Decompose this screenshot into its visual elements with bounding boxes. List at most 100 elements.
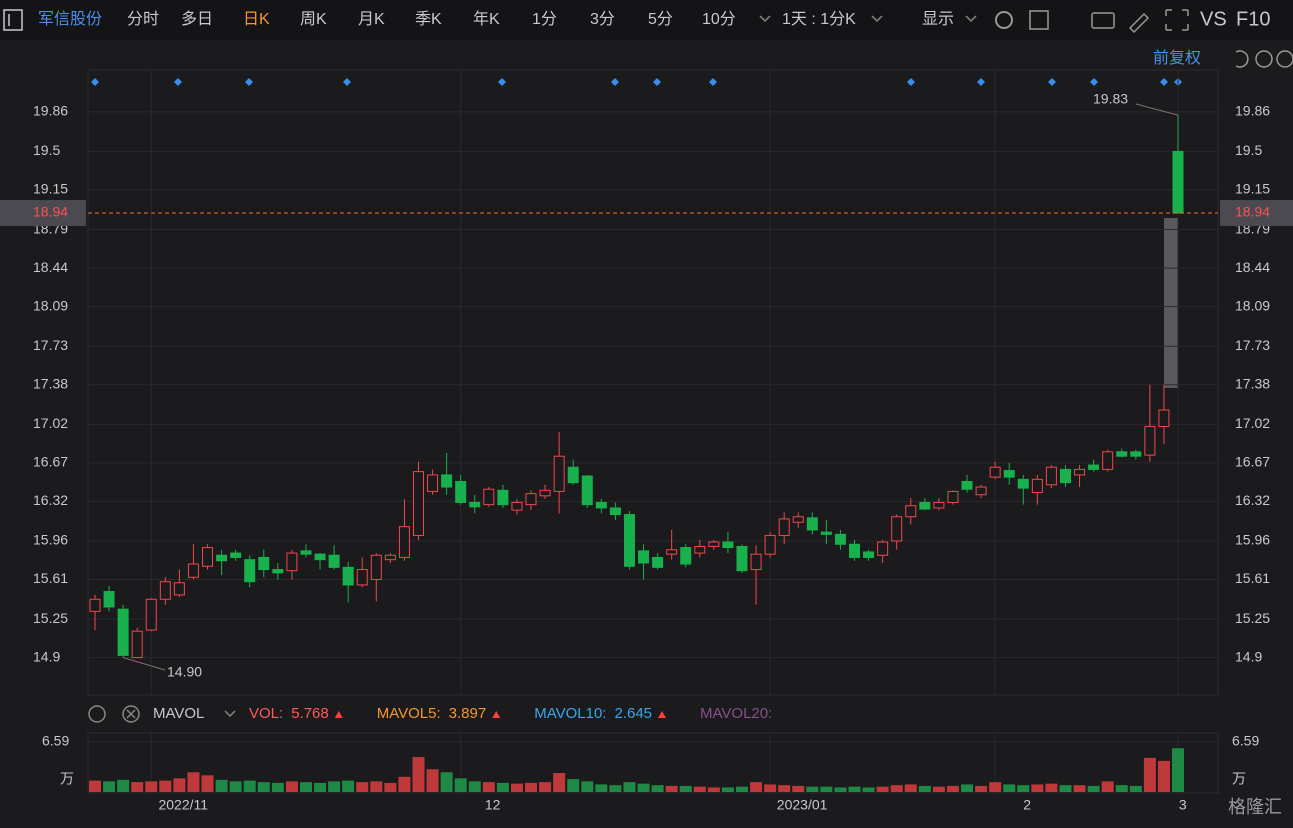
indicator-name[interactable]: MAVOL [153, 705, 204, 722]
y-tick-label: 17.38 [33, 375, 68, 391]
period-tab[interactable]: 月K [358, 11, 385, 28]
trend-arrow [658, 711, 667, 718]
volume-bar [792, 785, 805, 792]
pen-icon[interactable] [1128, 12, 1150, 34]
candle-body [511, 501, 523, 511]
volume-bar [243, 780, 256, 792]
candle-body [989, 466, 1001, 478]
candle-body [187, 563, 199, 578]
candle-body [1088, 464, 1100, 470]
volume-bar [806, 786, 819, 792]
volume-bar [1003, 784, 1016, 792]
volume-bar [145, 781, 158, 792]
candle-body [370, 554, 382, 580]
trend-arrow [334, 711, 343, 718]
volume-bar [961, 784, 974, 792]
stock-name[interactable]: 军信股份 [38, 10, 102, 28]
volume-bar [609, 785, 622, 792]
volume-bar [356, 782, 369, 792]
period-tab[interactable]: 周K [300, 11, 327, 28]
legend-value: 3.897 [449, 705, 487, 722]
volume-bar [468, 781, 481, 792]
gap-overlay [1164, 218, 1178, 388]
range-select[interactable]: 1天 : 1分K [782, 10, 856, 28]
y-tick-label: 18.09 [1235, 297, 1270, 313]
candle-body [1102, 451, 1114, 470]
period-tab[interactable]: 多日 [181, 10, 213, 28]
display-menu[interactable]: 显示 [922, 11, 954, 28]
event-marker [907, 78, 915, 86]
period-tab[interactable]: 3分 [590, 10, 615, 28]
last-price-tag [0, 200, 86, 227]
dropdown-arrow [871, 15, 883, 23]
vs-button[interactable]: VS [1200, 8, 1227, 30]
candle-body [764, 534, 776, 555]
y-tick-label: 17.73 [1235, 337, 1270, 353]
volume-unit: 万 [60, 771, 74, 787]
candle-body [328, 554, 340, 568]
adjust-mode[interactable]: 前复权 [1153, 49, 1201, 67]
candle-body [680, 547, 692, 565]
candle-body [919, 501, 931, 510]
candle-body [173, 582, 185, 596]
candle-body [595, 501, 607, 509]
zoom-out[interactable] [1255, 50, 1273, 68]
candle-body [441, 474, 453, 488]
volume-bar [946, 785, 959, 792]
period-tab[interactable]: 年K [473, 10, 500, 28]
period-tab[interactable]: 日K [243, 11, 270, 28]
event-marker [245, 78, 253, 86]
y-tick-label: 17.73 [33, 337, 68, 353]
camera-icon[interactable] [1091, 12, 1115, 29]
candle-body [244, 559, 256, 583]
draw-box-icon[interactable] [1029, 10, 1049, 30]
y-tick-label: 15.61 [33, 570, 68, 586]
period-tab[interactable]: 1分 [532, 10, 557, 28]
period-tab[interactable]: 分时 [127, 10, 159, 28]
settings-icon[interactable] [995, 11, 1013, 29]
event-marker [174, 78, 182, 86]
volume-bar [440, 772, 453, 792]
event-marker [977, 78, 985, 86]
candle-body [666, 549, 678, 555]
candle-body [820, 531, 832, 535]
candle-body [722, 541, 734, 549]
zoom-in[interactable] [1276, 50, 1293, 68]
candle-body [567, 466, 579, 484]
sidebar-toggle[interactable] [3, 9, 23, 31]
close-cross [126, 709, 136, 719]
indicator-close[interactable] [122, 705, 140, 723]
legend-name: MAVOL10: [534, 705, 606, 722]
f10-button[interactable]: F10 [1236, 8, 1270, 30]
candle-body [145, 598, 157, 631]
candle-body [609, 507, 621, 516]
period-tab[interactable]: 5分 [648, 10, 673, 28]
candle-body [258, 556, 270, 571]
y-tick-label: 19.86 [1235, 103, 1270, 119]
volume-bar [1059, 785, 1072, 792]
volume-bar [876, 786, 889, 792]
indicator-settings[interactable] [88, 705, 106, 723]
volume-bar [187, 772, 200, 792]
y-tick-label: 18.44 [1235, 259, 1270, 275]
volume-bar [581, 781, 594, 792]
candle-body [736, 545, 748, 572]
period-tab[interactable]: 10分 [702, 10, 736, 28]
event-marker [653, 78, 661, 86]
reset-icon[interactable] [1235, 50, 1249, 68]
y-tick-label: 17.38 [1235, 375, 1270, 391]
volume-bar [525, 782, 538, 792]
x-tick-label: 3 [1179, 797, 1187, 813]
candle-body [652, 556, 664, 568]
fullscreen-icon[interactable] [1165, 9, 1189, 31]
volume-bar [103, 781, 116, 792]
volume-bar [229, 781, 242, 792]
volume-bar [918, 785, 931, 792]
candle-body [272, 569, 284, 574]
legend-name: MAVOL5: [377, 705, 441, 722]
dropdown-arrow [965, 15, 977, 23]
period-tab[interactable]: 季K [415, 10, 442, 28]
y-tick-label: 19.5 [33, 142, 60, 158]
candle-body [1031, 478, 1043, 494]
y-tick-label: 18.09 [33, 297, 68, 313]
